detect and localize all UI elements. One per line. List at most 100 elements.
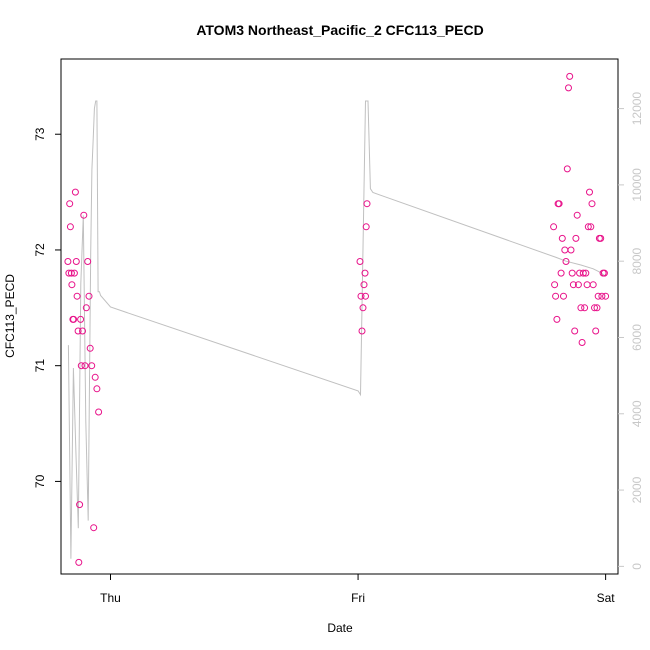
data-point	[573, 211, 581, 219]
data-point	[66, 223, 74, 231]
data-point	[90, 524, 98, 532]
data-point	[594, 292, 602, 300]
x-tick-label-thu: Thu	[100, 591, 121, 605]
data-point	[70, 269, 78, 277]
data-point	[551, 281, 559, 289]
data-point	[558, 234, 566, 242]
y2-tick-label: 6000	[630, 324, 644, 351]
data-point	[578, 339, 586, 346]
chart-title: ATOM3 Northeast_Pacific_2 CFC113_PECD	[196, 22, 483, 38]
data-point	[357, 292, 365, 300]
data-point	[566, 72, 574, 80]
y-tick-label: 70	[33, 474, 47, 488]
data-point	[75, 558, 83, 566]
data-point	[68, 281, 76, 289]
y-axis-right: 0 2000 4000 6000 8000 10000 12000	[618, 92, 644, 570]
data-point	[557, 269, 565, 277]
y2-tick-label: 2000	[630, 476, 644, 503]
y2-tick-label: 10000	[630, 168, 644, 202]
data-point	[552, 292, 560, 300]
data-point	[362, 292, 369, 300]
data-point	[600, 269, 608, 277]
data-point	[361, 269, 369, 277]
data-point	[577, 304, 585, 312]
data-point	[77, 362, 85, 370]
data-point	[568, 269, 576, 277]
data-point	[95, 408, 103, 416]
data-point	[591, 304, 598, 312]
data-point	[565, 84, 572, 92]
data-point	[66, 200, 74, 208]
data-point	[86, 344, 94, 352]
data-point	[79, 327, 86, 335]
x-tick-label-fri: Fri	[351, 591, 365, 605]
data-point	[70, 315, 78, 323]
data-point	[592, 327, 600, 335]
data-point	[602, 292, 610, 300]
y2-tick-label: 0	[630, 563, 644, 570]
data-point	[91, 373, 99, 381]
data-point	[597, 234, 605, 242]
data-point	[82, 304, 90, 312]
data-point	[71, 188, 79, 196]
y-tick-label: 71	[33, 359, 47, 373]
data-point	[583, 281, 591, 289]
data-point	[64, 258, 72, 265]
data-point	[567, 246, 575, 254]
data-point	[562, 258, 570, 265]
data-point	[587, 223, 595, 231]
data-point	[582, 269, 590, 277]
data-point	[571, 327, 579, 335]
x-tick-label-sat: Sat	[597, 591, 616, 605]
secondary-line-series	[67, 100, 606, 559]
data-point	[579, 269, 587, 277]
data-point	[73, 292, 81, 300]
y2-tick-label: 12000	[630, 92, 644, 126]
data-point	[569, 281, 577, 289]
data-point	[555, 200, 563, 208]
data-point	[67, 269, 75, 277]
secondary-line	[67, 100, 606, 559]
data-point	[359, 304, 367, 312]
x-axis: Thu Fri Sat	[100, 574, 615, 605]
data-point	[574, 281, 582, 289]
data-point	[85, 292, 93, 300]
data-point	[362, 223, 370, 231]
y-tick-label: 73	[33, 127, 47, 141]
y-tick-label: 72	[33, 243, 47, 257]
data-point	[598, 292, 606, 300]
plot-frame	[60, 58, 619, 575]
data-point	[356, 258, 364, 265]
y-axis-left: 70 71 72 73	[33, 127, 61, 488]
scatter-series	[64, 72, 610, 566]
y-axis-label: CFC113_PECD	[3, 274, 17, 358]
data-point	[84, 258, 92, 265]
data-point	[358, 327, 366, 335]
data-point	[93, 385, 101, 393]
y2-tick-label: 8000	[630, 248, 644, 275]
data-point	[72, 258, 80, 265]
data-point	[563, 165, 571, 173]
data-point	[572, 234, 580, 242]
data-point	[76, 501, 84, 509]
data-point	[77, 315, 85, 323]
data-point	[588, 200, 596, 208]
data-point	[593, 304, 601, 312]
data-point	[88, 362, 96, 370]
data-point	[81, 362, 89, 370]
data-point	[550, 223, 558, 231]
y2-tick-label: 4000	[630, 400, 644, 427]
x-axis-label: Date	[327, 621, 353, 635]
data-point	[589, 281, 597, 289]
data-point	[584, 223, 592, 231]
data-point	[363, 200, 371, 208]
data-point	[553, 315, 561, 323]
data-point	[586, 188, 593, 196]
data-point	[581, 304, 589, 312]
data-point	[560, 292, 567, 300]
data-point	[74, 327, 82, 335]
data-point	[80, 211, 88, 219]
data-point	[360, 281, 368, 289]
data-point	[561, 246, 569, 254]
